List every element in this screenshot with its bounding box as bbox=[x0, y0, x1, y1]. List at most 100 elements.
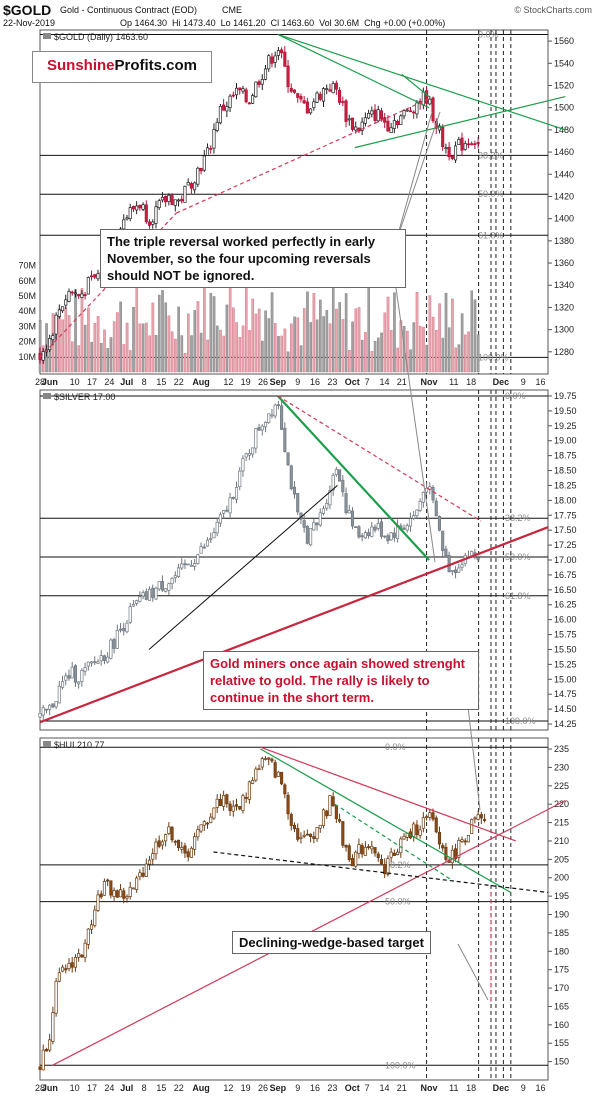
candle-body bbox=[344, 845, 348, 848]
candle-body bbox=[151, 853, 155, 860]
candle-body bbox=[421, 817, 425, 829]
volume-tick-label: 70M bbox=[18, 261, 36, 271]
y-tick-label: 190 bbox=[554, 910, 569, 920]
candle-body bbox=[51, 703, 55, 708]
candle-body bbox=[67, 963, 71, 970]
miners-annotation: Gold miners once again showed strenght r… bbox=[203, 651, 479, 710]
candle-body bbox=[428, 98, 432, 105]
candle-body bbox=[196, 829, 200, 838]
candle-body bbox=[141, 204, 145, 210]
y-tick-label: 19.50 bbox=[554, 406, 577, 416]
volume-bar bbox=[325, 310, 329, 373]
x-tick-label: Sep bbox=[270, 377, 287, 387]
candle-body bbox=[276, 50, 280, 56]
candle-body bbox=[147, 859, 152, 865]
candle-body bbox=[80, 954, 84, 958]
volume-bar bbox=[306, 291, 309, 373]
candle-body bbox=[99, 893, 103, 898]
volume-bar bbox=[80, 288, 84, 373]
y-tick-label: 200 bbox=[554, 873, 569, 883]
candle-body bbox=[347, 510, 351, 514]
candle-body bbox=[247, 452, 251, 456]
candle-body bbox=[386, 535, 390, 542]
x-tick-label: 11 bbox=[449, 377, 458, 387]
candle-body bbox=[302, 100, 306, 104]
volume-bar bbox=[122, 344, 126, 373]
y-tick-label: 1300 bbox=[554, 325, 574, 335]
x-tick-label: 11 bbox=[449, 1083, 458, 1093]
trendline bbox=[260, 748, 512, 893]
candle-body bbox=[457, 840, 461, 858]
candle-body bbox=[402, 527, 406, 530]
instrument-label: Gold - Continuous Contract (EOD) bbox=[60, 5, 198, 15]
y-tick-label: 1560 bbox=[554, 36, 574, 46]
volume-bar bbox=[138, 323, 142, 373]
candle-body bbox=[370, 110, 374, 115]
candle-body bbox=[289, 814, 293, 826]
fib-label: 100.0% bbox=[385, 1060, 416, 1070]
candle-body bbox=[164, 196, 168, 203]
x-tick-label: 16 bbox=[536, 1083, 546, 1093]
candle-body bbox=[138, 204, 142, 209]
candle-body bbox=[160, 580, 164, 591]
candle-body bbox=[102, 881, 106, 896]
candle-body bbox=[186, 851, 190, 858]
x-tick-label: 14 bbox=[379, 1083, 389, 1093]
candle-body bbox=[93, 661, 97, 664]
volume-bar bbox=[270, 292, 274, 373]
candle-body bbox=[157, 200, 161, 209]
candle-body bbox=[328, 89, 332, 92]
x-tick-label: 10 bbox=[70, 377, 80, 387]
candle-body bbox=[321, 88, 326, 102]
candle-body bbox=[138, 872, 142, 878]
y-tick-label: 17.50 bbox=[554, 525, 577, 535]
candle-body bbox=[202, 155, 206, 171]
volume-bar bbox=[257, 308, 261, 373]
candle-body bbox=[473, 143, 477, 146]
y-tick-label: 17.75 bbox=[554, 510, 577, 520]
candle-body bbox=[170, 578, 174, 585]
fib-label: 38.2% bbox=[478, 150, 504, 160]
candle-body bbox=[328, 490, 332, 506]
candle-body bbox=[396, 851, 400, 855]
candle-body bbox=[441, 530, 445, 552]
candle-body bbox=[450, 156, 454, 159]
volume-bar bbox=[96, 316, 100, 373]
candle-body bbox=[350, 117, 355, 130]
volume-bar bbox=[422, 326, 425, 373]
candle-body bbox=[64, 968, 68, 971]
y-tick-label: 210 bbox=[554, 836, 569, 846]
candle-body bbox=[209, 816, 213, 824]
x-tick-label: Jun bbox=[42, 377, 58, 387]
candle-body bbox=[309, 108, 313, 114]
silver-legend: $SILVER 17.00 bbox=[43, 392, 115, 402]
trendline bbox=[148, 485, 338, 650]
candle-body bbox=[212, 532, 216, 539]
candle-body bbox=[392, 120, 396, 129]
candle-body bbox=[421, 91, 425, 106]
candle-body bbox=[218, 106, 222, 124]
volume-bar bbox=[67, 315, 71, 373]
candle-body bbox=[299, 96, 303, 100]
candle-body bbox=[154, 587, 158, 600]
y-tick-label: 17.00 bbox=[554, 555, 577, 565]
candle-body bbox=[80, 293, 84, 298]
candle-body bbox=[254, 428, 258, 449]
volume-bar bbox=[299, 345, 303, 373]
volume-bar bbox=[109, 337, 113, 373]
candle-body bbox=[222, 795, 226, 807]
candle-body bbox=[363, 117, 367, 124]
y-tick-label: 15.00 bbox=[554, 674, 577, 684]
x-tick-label: Jul bbox=[120, 377, 133, 387]
volume-bar bbox=[180, 335, 184, 373]
candle-body bbox=[167, 583, 171, 591]
candle-body bbox=[373, 847, 377, 854]
fib-label: 50.0% bbox=[385, 897, 411, 907]
candle-body bbox=[189, 183, 193, 189]
x-tick-label: 22 bbox=[174, 1083, 184, 1093]
candle-body bbox=[338, 89, 342, 103]
volume-bar bbox=[125, 322, 129, 373]
candle-body bbox=[415, 824, 419, 835]
volume-bar bbox=[61, 319, 64, 373]
candle-body bbox=[180, 847, 184, 850]
